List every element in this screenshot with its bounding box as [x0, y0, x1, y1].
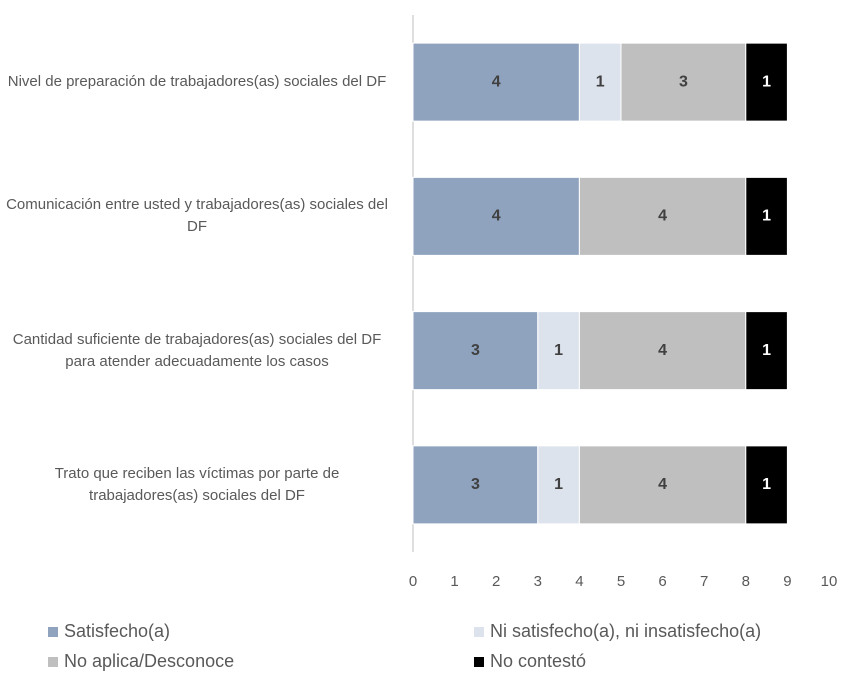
- bar-segment: [578, 311, 747, 391]
- x-tick-label: 0: [409, 573, 417, 590]
- category-label: Comunicación entre usted y trabajadores(…: [6, 196, 388, 236]
- legend-label: No contestó: [490, 651, 586, 671]
- bar-segment: [745, 445, 788, 525]
- bar-segment: [620, 42, 747, 122]
- bar-segment: [578, 176, 747, 256]
- x-tick-label: 3: [534, 573, 542, 590]
- bar-segment: [578, 42, 622, 122]
- x-tick-label: 9: [783, 573, 791, 590]
- x-tick-label: 10: [821, 573, 838, 590]
- legend-swatch: [48, 627, 58, 637]
- category-label: Nivel de preparación de trabajadores(as)…: [7, 73, 387, 91]
- legend-swatch: [48, 657, 58, 667]
- data-label: 3: [471, 342, 480, 359]
- x-tick-label: 6: [658, 573, 666, 590]
- data-label: 1: [554, 476, 563, 493]
- data-label: 4: [658, 208, 667, 225]
- x-tick-label: 2: [492, 573, 500, 590]
- data-label: 4: [492, 73, 501, 90]
- data-label: 1: [762, 342, 771, 359]
- legend-label: Ni satisfecho(a), ni insatisfecho(a): [490, 621, 761, 641]
- data-label: 1: [762, 208, 771, 225]
- data-label: 4: [492, 208, 501, 225]
- bar-segment: [412, 176, 580, 256]
- bar-segment: [745, 176, 788, 256]
- bar-segment: [745, 42, 788, 122]
- x-tick-label: 5: [617, 573, 625, 590]
- category-label: Trato que reciben las víctimas por parte…: [54, 464, 340, 504]
- x-tick-label: 1: [450, 573, 458, 590]
- data-label: 1: [762, 73, 771, 90]
- x-tick-label: 8: [742, 573, 750, 590]
- bar-segment: [412, 311, 539, 391]
- bar-segment: [412, 445, 539, 525]
- data-label: 1: [762, 476, 771, 493]
- bar-segment: [745, 311, 788, 391]
- x-tick-label: 7: [700, 573, 708, 590]
- data-label: 3: [471, 476, 480, 493]
- data-label: 4: [658, 342, 667, 359]
- x-tick-label: 4: [575, 573, 583, 590]
- data-label: 4: [658, 476, 667, 493]
- category-label: Cantidad suficiente de trabajadores(as) …: [12, 330, 382, 370]
- legend-label: No aplica/Desconoce: [64, 651, 234, 671]
- bar-segment: [412, 42, 580, 122]
- legend-swatch: [474, 657, 484, 667]
- legend-label: Satisfecho(a): [64, 621, 170, 641]
- legend-swatch: [474, 627, 484, 637]
- data-label: 1: [596, 73, 605, 90]
- data-label: 1: [554, 342, 563, 359]
- data-label: 3: [679, 73, 688, 90]
- bar-segment: [537, 445, 580, 525]
